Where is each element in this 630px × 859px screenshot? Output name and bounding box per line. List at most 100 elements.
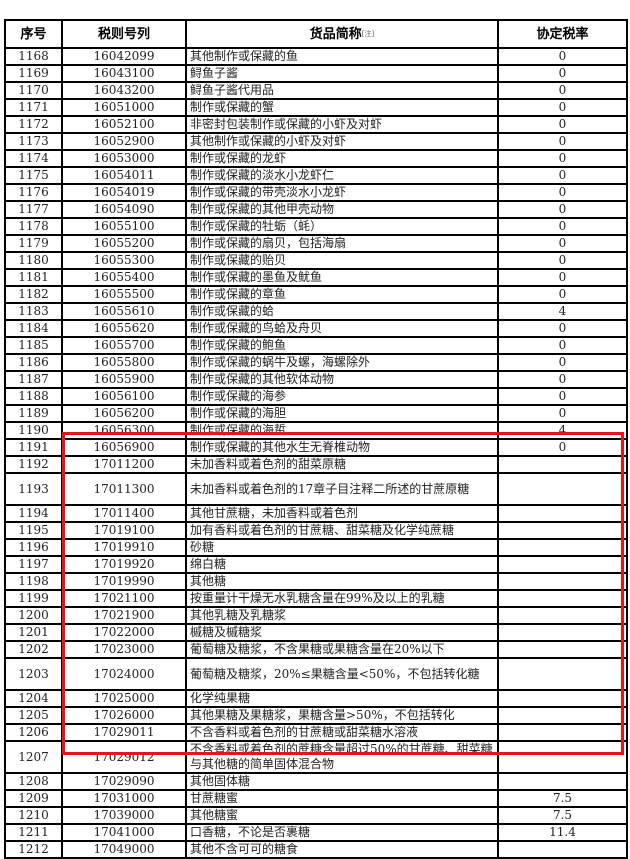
row-name: 葡萄糖及糖浆，不含果糖或果糖含量在20%以下 [185,640,499,659]
row-name: 鲟鱼子酱 [185,64,499,83]
row-seq: 1188 [4,387,63,406]
row-name: 未加香料或着色剂的17章子目注释二所述的甘蔗原糖 [185,472,499,506]
table-row: 1175 16054011 制作或保藏的淡水小龙虾仁 0 [4,166,628,185]
row-seq: 1178 [4,217,63,236]
row-seq: 1206 [4,723,63,742]
row-seq: 1192 [4,455,63,474]
row-rate: 7.5 [497,806,628,825]
row-code: 17024000 [61,657,187,691]
row-seq: 1183 [4,302,63,321]
row-code: 17029090 [61,772,187,791]
row-rate: 0 [497,47,628,66]
row-code: 17019910 [61,538,187,557]
row-code: 17031000 [61,789,187,808]
row-seq: 1182 [4,285,63,304]
row-seq: 1194 [4,504,63,523]
row-code: 17019100 [61,521,187,540]
row-rate: 0 [497,353,628,372]
row-code: 17021100 [61,589,187,608]
row-seq: 1170 [4,81,63,100]
row-seq: 1212 [4,840,63,859]
row-rate [497,455,628,474]
row-seq: 1189 [4,404,63,423]
table-row: 1210 17039000 其他糖蜜 7.5 [4,806,628,825]
row-rate [497,589,628,608]
row-code: 17011400 [61,504,187,523]
table-row: 1180 16055300 制作或保藏的贻贝 0 [4,251,628,270]
row-rate [497,472,628,506]
table-row: 1168 16042099 其他制作或保藏的鱼 0 [4,47,628,66]
row-name: 按重量计干燥无水乳糖含量在99%及以上的乳糖 [185,589,499,608]
row-seq: 1174 [4,149,63,168]
table-row: 1183 16055610 制作或保藏的蛤 4 [4,302,628,321]
header-code: 税则号列 [61,19,187,49]
row-rate: 0 [497,251,628,270]
row-rate [497,504,628,523]
table-row: 1172 16052100 非密封包装制作或保藏的小虾及对虾 0 [4,115,628,134]
row-rate: 0 [497,166,628,185]
row-seq: 1199 [4,589,63,608]
row-rate: 0 [497,98,628,117]
row-rate: 0 [497,200,628,219]
table-row: 1189 16056200 制作或保藏的海胆 0 [4,404,628,423]
row-name: 不含香料或着色剂的甘蔗糖或甜菜糖水溶液 [185,723,499,742]
row-rate: 0 [497,336,628,355]
header-seq: 序号 [4,19,63,49]
row-rate: 0 [497,387,628,406]
row-seq: 1171 [4,98,63,117]
table-row: 1211 17041000 口香糖，不论是否裹糖 11.4 [4,823,628,842]
row-rate [497,689,628,708]
row-name: 加有香料或着色剂的甘蔗糖、甜菜糖及化学纯蔗糖 [185,521,499,540]
table-row: 1201 17022000 槭糖及槭糖浆 [4,623,628,642]
row-name: 其他糖蜜 [185,806,499,825]
row-code: 17039000 [61,806,187,825]
row-seq: 1168 [4,47,63,66]
table-row: 1178 16055100 制作或保藏的牡蛎（蚝） 0 [4,217,628,236]
row-rate: 0 [497,234,628,253]
row-rate [497,623,628,642]
row-rate: 0 [497,64,628,83]
row-seq: 1204 [4,689,63,708]
table-header-row: 序号 税则号列 货品简称[注] 协定税率 [4,19,628,49]
row-name: 制作或保藏的墨鱼及鱿鱼 [185,268,499,287]
row-seq: 1195 [4,521,63,540]
row-code: 17029012 [61,740,187,774]
row-seq: 1208 [4,772,63,791]
row-code: 17011300 [61,472,187,506]
row-seq: 1209 [4,789,63,808]
table-row: 1188 16056100 制作或保藏的海参 0 [4,387,628,406]
header-rate: 协定税率 [497,19,628,49]
row-code: 17041000 [61,823,187,842]
row-code: 16055620 [61,319,187,338]
table-row: 1197 17019920 绵白糖 [4,555,628,574]
row-rate [497,538,628,557]
table-row: 1193 17011300 未加香料或着色剂的17章子目注释二所述的甘蔗原糖 [4,472,628,506]
row-code: 16056200 [61,404,187,423]
row-code: 16051000 [61,98,187,117]
row-seq: 1211 [4,823,63,842]
row-rate: 0 [497,132,628,151]
row-rate [497,772,628,791]
row-name: 制作或保藏的其他水生无脊椎动物 [185,438,499,457]
header-note: [注] [361,29,375,38]
row-name: 鲟鱼子酱代用品 [185,81,499,100]
row-rate [497,555,628,574]
row-rate [497,740,628,774]
row-rate: 4 [497,421,628,440]
row-name: 制作或保藏的章鱼 [185,285,499,304]
row-name: 制作或保藏的淡水小龙虾仁 [185,166,499,185]
table-row: 1170 16043200 鲟鱼子酱代用品 0 [4,81,628,100]
row-name: 其他不含可可的糖食 [185,840,499,859]
row-name: 制作或保藏的海胆 [185,404,499,423]
table-row: 1202 17023000 葡萄糖及糖浆，不含果糖或果糖含量在20%以下 [4,640,628,659]
row-name: 非密封包装制作或保藏的小虾及对虾 [185,115,499,134]
row-seq: 1185 [4,336,63,355]
table-row: 1169 16043100 鲟鱼子酱 0 [4,64,628,83]
row-code: 17026000 [61,706,187,725]
row-name: 其他制作或保藏的小虾及对虾 [185,132,499,151]
row-seq: 1173 [4,132,63,151]
table-row: 1184 16055620 制作或保藏的鸟蛤及舟贝 0 [4,319,628,338]
row-code: 17019920 [61,555,187,574]
row-seq: 1191 [4,438,63,457]
table-row: 1206 17029011 不含香料或着色剂的甘蔗糖或甜菜糖水溶液 [4,723,628,742]
